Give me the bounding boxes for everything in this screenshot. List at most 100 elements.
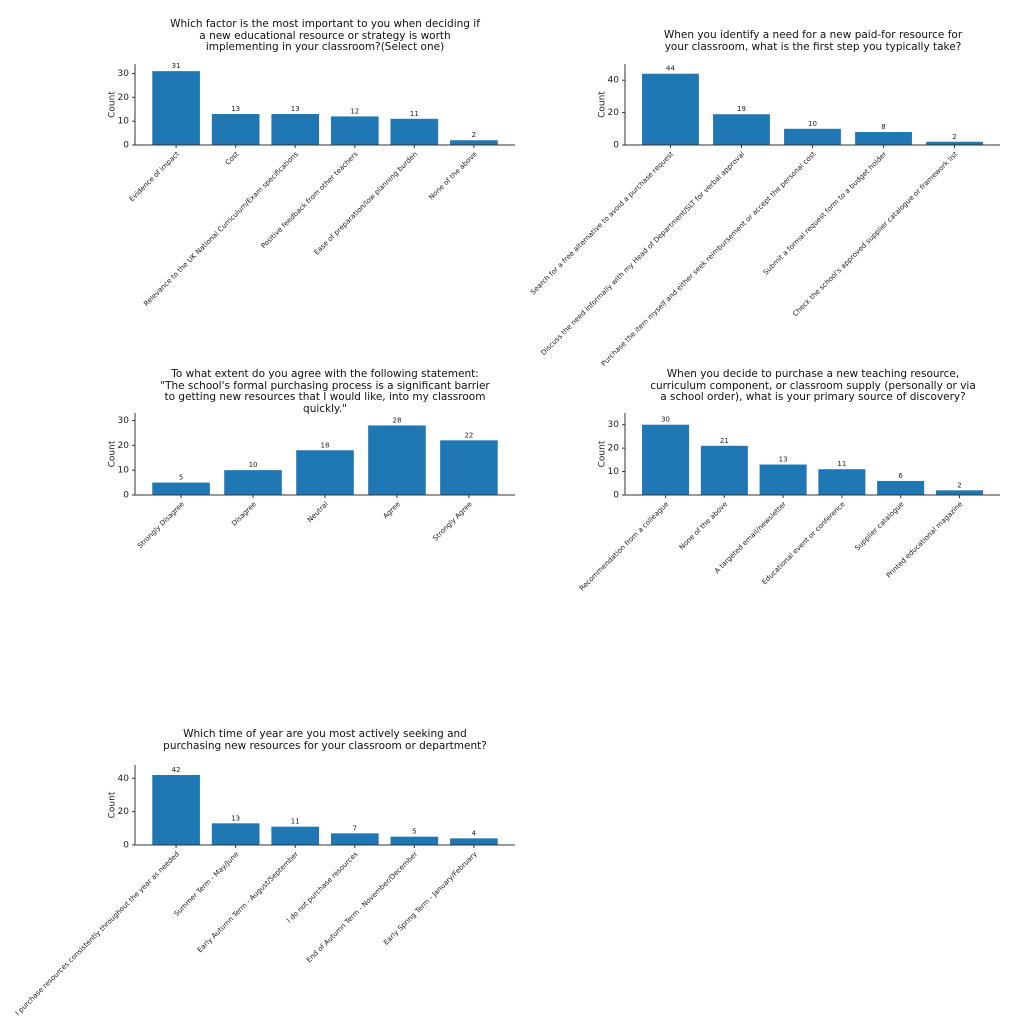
y-axis-label: Count [598,440,608,467]
value-label: 30 [661,416,670,424]
x-tick-label: Search for a free alternative to avoid a… [529,150,675,296]
value-label: 13 [231,105,240,113]
value-label: 42 [172,766,181,774]
value-label: 22 [464,431,473,439]
chart-title: When you identify a need for a new paid-… [663,29,963,53]
chart-title: When you decide to purchase a new teachi… [650,368,976,403]
bar [368,425,426,495]
bar [759,464,807,495]
value-label: 44 [666,65,675,73]
x-tick-label: Disagree [230,500,258,528]
value-label: 31 [172,62,181,70]
y-tick-label: 40 [608,76,620,86]
value-label: 12 [350,107,359,115]
bar [877,480,925,495]
y-tick-label: 10 [118,117,130,127]
x-tick-label: Evidence of impact [128,150,181,203]
x-tick-label: None of the above [427,150,478,201]
x-tick-label: Strongly Disagree [136,500,186,550]
x-tick-label: Early Spring Term - January/February [382,850,479,947]
y-tick-label: 0 [123,141,129,151]
value-label: 2 [472,131,476,139]
y-tick-label: 0 [123,491,129,501]
y-tick-label: 20 [118,807,130,817]
x-tick-label: End of Autumn Term - November/December [305,850,419,964]
value-label: 10 [249,461,258,469]
value-label: 5 [412,828,416,836]
x-tick-label: Supplier catalogue [853,500,905,552]
chart-title: Which time of year are you most actively… [163,728,487,752]
y-tick-label: 0 [613,141,619,151]
value-label: 8 [881,123,885,131]
y-axis-label: Count [108,440,118,467]
bar [271,114,320,145]
y-axis-label: Count [108,791,118,818]
value-label: 4 [472,829,477,837]
value-label: 6 [898,472,903,480]
y-tick-label: 30 [118,69,130,79]
value-label: 13 [779,456,788,464]
y-tick-label: 20 [608,444,620,454]
bar [642,424,690,495]
value-label: 13 [231,814,240,822]
value-label: 2 [957,481,961,489]
bar [926,141,983,145]
bar [818,469,866,495]
y-axis-label: Count [108,91,118,118]
value-label: 19 [737,105,746,113]
bar [152,775,200,845]
value-label: 11 [837,460,846,468]
y-tick-label: 0 [123,841,129,851]
value-label: 11 [410,110,419,118]
x-tick-label: Summer Term - May/June [173,850,241,918]
value-label: 21 [720,437,729,445]
chart-title: Which factor is the most important to yo… [170,18,480,53]
x-tick-label: I do not purchase resources [285,850,360,925]
y-tick-label: 20 [118,441,130,451]
bar [390,836,439,845]
bar [713,114,770,145]
y-tick-label: 10 [608,467,620,477]
bar [211,114,260,145]
x-tick-label: Positive feedback from other teachers [260,150,360,250]
value-label: 13 [291,105,300,113]
bar [224,470,282,495]
y-tick-label: 30 [118,416,130,426]
y-tick-label: 10 [118,466,130,476]
bar [152,71,200,145]
value-label: 7 [353,824,357,832]
bar [296,450,354,495]
x-tick-label: Recommendation from a colleague [578,500,670,592]
bar [390,118,439,145]
y-tick-label: 40 [118,774,130,784]
y-tick-label: 30 [608,420,620,430]
y-tick-label: 20 [608,108,620,118]
bar [271,826,320,845]
x-tick-label: Check the school's approved supplier cat… [791,150,959,318]
bar [152,482,210,495]
x-tick-label: Neutral [306,500,330,524]
bar [784,128,841,145]
value-label: 10 [808,120,817,128]
y-tick-label: 20 [118,93,130,103]
x-tick-label: Early Autumn Term - August/September [196,850,300,954]
bar [440,440,498,495]
y-tick-label: 0 [613,491,619,501]
bar [450,838,498,845]
value-label: 2 [952,133,956,141]
value-label: 18 [321,441,330,449]
x-tick-label: None of the above [678,500,729,551]
bar [935,490,983,495]
value-label: 5 [179,474,183,482]
value-label: 11 [291,818,300,826]
y-axis-label: Count [598,91,608,118]
x-tick-label: Submit a formal request form to a budget… [762,150,889,277]
x-tick-label: I purchase resources consistently throug… [14,850,181,1017]
bar [211,823,260,845]
bar [642,73,699,145]
x-tick-label: Cost [224,150,241,167]
x-tick-label: Ease of preparation/low planning burden [313,150,419,256]
x-tick-label: Strongly Agree [431,500,473,542]
bar [855,132,912,145]
